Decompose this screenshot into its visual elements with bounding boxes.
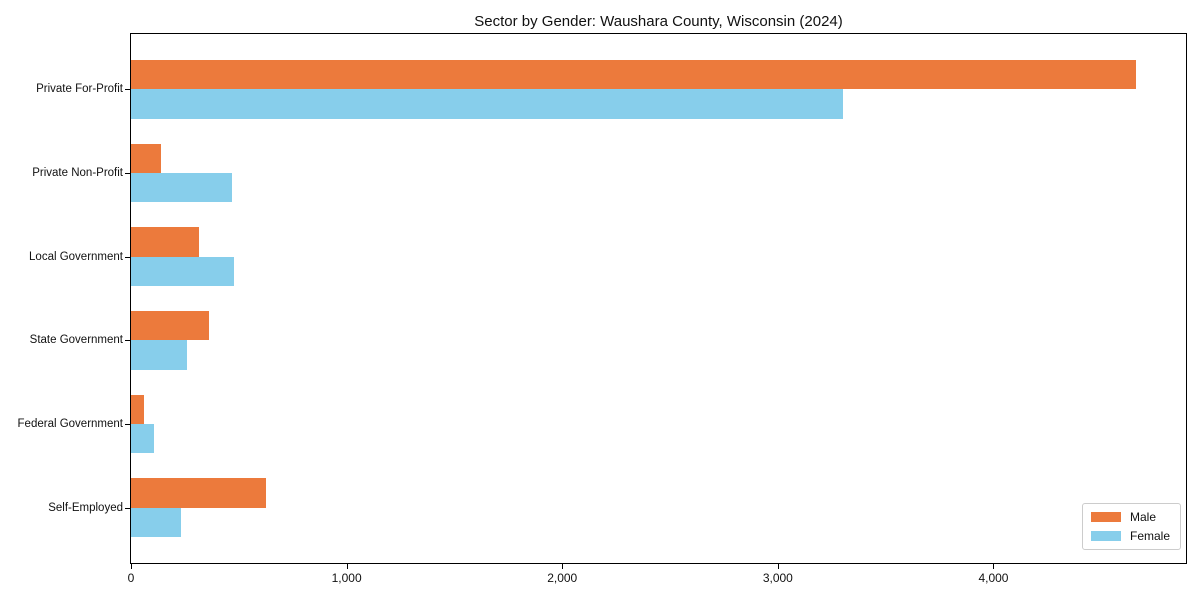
bar-state-government-female bbox=[131, 340, 188, 370]
y-label-local-government: Local Government bbox=[29, 250, 123, 263]
bar-local-government-female bbox=[131, 256, 235, 286]
y-label-private-for-profit: Private For-Profit bbox=[36, 83, 123, 96]
bar-federal-government-male bbox=[131, 394, 144, 425]
x-label-4-000: 4,000 bbox=[978, 571, 1009, 585]
x-tick-1-000 bbox=[346, 563, 348, 569]
bar-private-for-profit-female bbox=[131, 89, 843, 119]
y-label-federal-government: Federal Government bbox=[17, 418, 123, 431]
x-label-3-000: 3,000 bbox=[762, 571, 793, 585]
legend-label-male: Male bbox=[1129, 510, 1156, 524]
bar-self-employed-male bbox=[131, 478, 266, 508]
bar-private-non-profit-female bbox=[131, 172, 233, 203]
x-label-2-000: 2,000 bbox=[547, 571, 578, 585]
legend-label-female: Female bbox=[1129, 529, 1170, 543]
bar-local-government-male bbox=[131, 227, 199, 257]
x-tick-3-000 bbox=[777, 563, 779, 569]
bar-state-government-male bbox=[131, 311, 209, 341]
y-tick-private-for-profit bbox=[125, 89, 131, 91]
bar-private-non-profit-male bbox=[131, 143, 162, 173]
x-label-1-000: 1,000 bbox=[331, 571, 362, 585]
legend-swatch-male bbox=[1090, 512, 1121, 522]
y-tick-private-non-profit bbox=[125, 172, 131, 174]
y-label-self-employed: Self-Employed bbox=[48, 501, 123, 514]
x-tick-2-000 bbox=[562, 563, 564, 569]
y-tick-federal-government bbox=[125, 424, 131, 426]
y-tick-state-government bbox=[125, 340, 131, 342]
bar-private-for-profit-male bbox=[131, 59, 1136, 90]
y-tick-self-employed bbox=[125, 507, 131, 509]
x-tick-4-000 bbox=[993, 563, 995, 569]
y-tick-local-government bbox=[125, 256, 131, 258]
legend-row-male: Male bbox=[1090, 510, 1170, 524]
y-label-state-government: State Government bbox=[29, 334, 123, 347]
x-label-0: 0 bbox=[127, 571, 135, 585]
bar-self-employed-female bbox=[131, 507, 181, 538]
legend: Male Female bbox=[1081, 503, 1181, 550]
x-tick-0 bbox=[131, 563, 132, 569]
bar-federal-government-female bbox=[131, 424, 154, 454]
legend-row-female: Female bbox=[1090, 529, 1170, 543]
y-label-private-non-profit: Private Non-Profit bbox=[32, 166, 123, 179]
chart-title: Sector by Gender: Waushara County, Wisco… bbox=[474, 13, 843, 30]
plot-area: Male Female bbox=[125, 33, 1187, 569]
legend-swatch-female bbox=[1090, 531, 1121, 541]
